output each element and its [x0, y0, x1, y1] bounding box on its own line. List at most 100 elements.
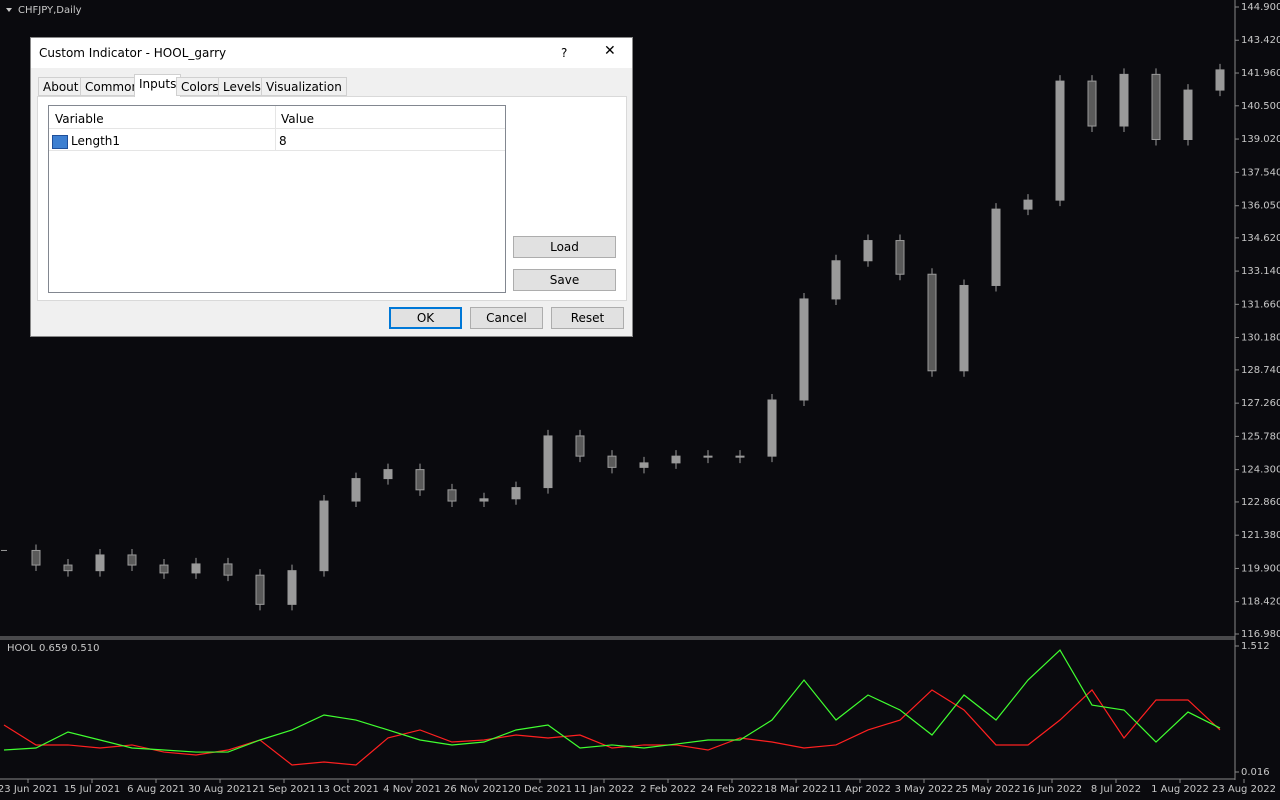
candle: [255, 574, 265, 605]
candle: [1183, 89, 1193, 140]
y-tick-label: 131.660: [1241, 299, 1280, 310]
candle: [223, 563, 233, 576]
variable-cell[interactable]: Length1: [71, 134, 121, 148]
x-tick-label: 24 Feb 2022: [701, 784, 763, 795]
y-tick-label: 141.960: [1241, 68, 1280, 79]
x-tick-label: 8 Jul 2022: [1091, 784, 1141, 795]
x-tick-label: 25 May 2022: [955, 784, 1020, 795]
x-tick-label: 21 Sep 2021: [252, 784, 315, 795]
tab[interactable]: Visualization: [261, 77, 347, 96]
y-tick-label: 143.420: [1241, 35, 1280, 46]
x-tick-label: 23 Jun 2021: [0, 784, 58, 795]
x-tick-label: 15 Jul 2021: [64, 784, 121, 795]
value-cell[interactable]: 8: [279, 134, 287, 148]
indicator-dialog: Custom Indicator - HOOL_garry ? ✕ About …: [30, 37, 633, 337]
candle: [1087, 80, 1097, 127]
y-tick-label: 139.020: [1241, 134, 1280, 145]
x-tick-label: 16 Jun 2022: [1022, 784, 1082, 795]
indicator-label: HOOL 0.659 0.510: [7, 643, 99, 654]
candle: [671, 455, 681, 464]
x-tick-label: 11 Apr 2022: [829, 784, 891, 795]
x-tick-label: 6 Aug 2021: [127, 784, 185, 795]
help-button[interactable]: ?: [561, 46, 568, 60]
y-tick-label: 119.900: [1241, 563, 1280, 574]
y-tick-label: 116.980: [1241, 629, 1280, 640]
candle: [383, 469, 393, 480]
candle: [927, 273, 937, 372]
y-tick-label: 122.860: [1241, 497, 1280, 508]
x-tick-label: 3 May 2022: [895, 784, 954, 795]
candle: [287, 570, 297, 605]
candle: [575, 435, 585, 457]
tab[interactable]: Colors: [176, 77, 224, 96]
y-tick-label: 124.300: [1241, 465, 1280, 476]
y-tick-label: 130.180: [1241, 333, 1280, 344]
x-tick-label: 1 Aug 2022: [1151, 784, 1209, 795]
y-tick-label: 118.420: [1241, 597, 1280, 608]
tab[interactable]: Levels: [218, 77, 266, 96]
y-tick-label: 121.380: [1241, 530, 1280, 541]
candle: [63, 564, 73, 572]
y-tick-label: 0.016: [1241, 767, 1270, 778]
x-tick-label: 2 Feb 2022: [640, 784, 696, 795]
candle: [351, 478, 361, 502]
candle: [1119, 73, 1129, 127]
close-button[interactable]: ✕: [604, 43, 616, 59]
candle: [895, 240, 905, 275]
x-tick-label: 13 Oct 2021: [317, 784, 379, 795]
candle: [543, 435, 553, 489]
candle: [191, 563, 201, 574]
x-tick-label: 11 Jan 2022: [574, 784, 634, 795]
y-tick-label: 144.900: [1241, 2, 1280, 13]
column-divider: [275, 106, 276, 150]
candle: [703, 455, 713, 458]
candle: [1055, 80, 1065, 201]
candle: [511, 487, 521, 500]
candle: [991, 208, 1001, 286]
y-tick-label: 1.512: [1241, 641, 1270, 652]
candle: [415, 469, 425, 491]
y-tick-label: 133.140: [1241, 266, 1280, 277]
dialog-title: Custom Indicator - HOOL_garry: [39, 46, 227, 60]
candle: [1215, 69, 1225, 91]
header-cell[interactable]: Value: [281, 112, 314, 126]
cancel-button[interactable]: Cancel: [470, 307, 543, 329]
indicator-line: [3, 649, 1221, 753]
candle: [31, 549, 41, 566]
candle: [959, 284, 969, 372]
save-button[interactable]: Save: [513, 269, 616, 291]
candle: [479, 498, 489, 502]
symbol-label: CHFJPY,Daily: [18, 5, 82, 16]
candle: [159, 564, 169, 574]
candle: [95, 554, 105, 572]
x-tick-label: 4 Nov 2021: [383, 784, 441, 795]
candle: [767, 399, 777, 457]
x-tick-label: 26 Nov 2021: [444, 784, 508, 795]
y-tick-label: 137.540: [1241, 167, 1280, 178]
int-icon: [52, 135, 68, 149]
y-tick-label: 127.260: [1241, 398, 1280, 409]
row-divider: [49, 150, 505, 151]
title-bar: Custom Indicator - HOOL_garry ? ✕: [31, 38, 632, 68]
ok-button[interactable]: OK: [389, 307, 462, 329]
y-tick-label: 136.050: [1241, 201, 1280, 212]
candle: [639, 462, 649, 468]
tab[interactable]: About: [38, 77, 84, 96]
candle: [799, 298, 809, 401]
y-tick-label: 125.780: [1241, 431, 1280, 442]
candle: [863, 240, 873, 262]
load-button[interactable]: Load: [513, 236, 616, 258]
y-tick-label: 134.620: [1241, 233, 1280, 244]
candle: [1151, 73, 1161, 140]
y-tick-label: 140.500: [1241, 101, 1280, 112]
header-cell[interactable]: Variable: [55, 112, 104, 126]
table-header: [49, 106, 505, 129]
y-tick-label: 128.740: [1241, 365, 1280, 376]
indicator-line: [3, 689, 1221, 766]
x-tick-label: 23 Aug 2022: [1212, 784, 1276, 795]
candle: [831, 260, 841, 300]
reset-button[interactable]: Reset: [551, 307, 624, 329]
tab[interactable]: Inputs: [134, 74, 182, 97]
